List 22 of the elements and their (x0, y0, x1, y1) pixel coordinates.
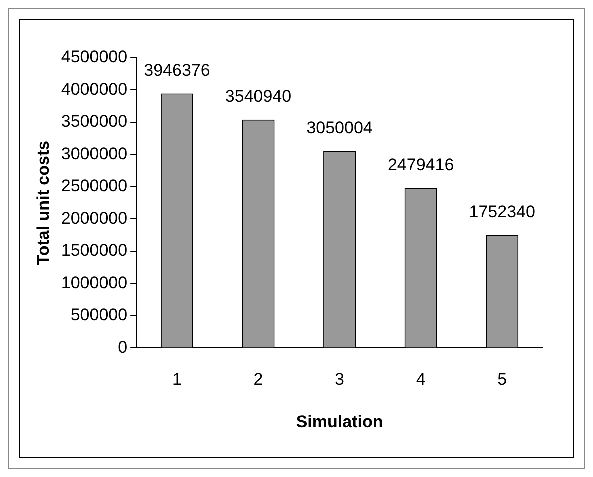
y-tick-label: 4000000 (61, 80, 128, 99)
x-tick-label: 4 (416, 370, 426, 390)
data-label: 3050004 (306, 118, 373, 138)
y-tick-label: 500000 (70, 306, 128, 325)
y-tick-label: 1000000 (61, 273, 128, 292)
y-tick-label: 1500000 (61, 241, 128, 260)
y-tick-label: 3000000 (61, 144, 128, 164)
x-tick-label: 3 (335, 370, 345, 390)
x-tick-label: 5 (498, 370, 508, 390)
y-axis-title: Total unit costs (34, 140, 53, 266)
data-label: 3540940 (225, 87, 292, 106)
y-tick-label: 2500000 (61, 176, 128, 196)
x-axis-title: Simulation (296, 412, 384, 432)
data-label: 1752340 (469, 202, 536, 222)
y-tick-label: 3500000 (61, 112, 128, 132)
y-tick-label: 2000000 (61, 208, 128, 228)
y-tick-label: 4500000 (61, 48, 128, 67)
x-tick-label: 1 (172, 370, 182, 390)
data-label: 2479416 (388, 155, 454, 174)
x-tick-label: 2 (254, 370, 264, 390)
y-tick-label: 0 (118, 338, 128, 357)
data-label: 3946376 (144, 60, 210, 80)
